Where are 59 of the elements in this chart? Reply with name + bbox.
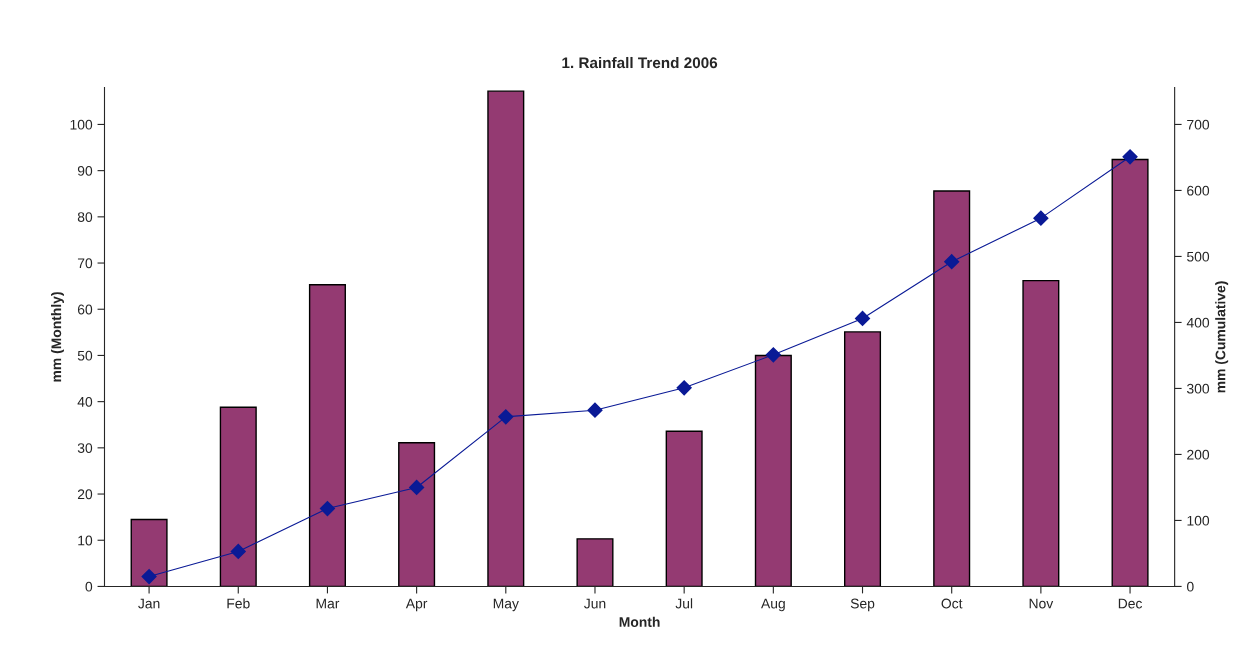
bar	[933, 190, 971, 587]
point	[1033, 210, 1049, 226]
x-axis-title: Month	[619, 616, 660, 627]
point	[765, 347, 781, 363]
chart-title: 1. Rainfall Trend 2006	[562, 56, 718, 69]
bar	[130, 518, 168, 587]
y-tick-label: 40	[77, 396, 93, 407]
bar	[1111, 158, 1149, 587]
bar	[398, 442, 436, 587]
y-tick-label: 50	[77, 350, 93, 361]
bar	[843, 331, 882, 587]
y2-tick-label: 400	[1186, 317, 1210, 328]
x-tick-label: Jul	[675, 598, 693, 609]
point	[409, 479, 425, 496]
y-tick-label: 100	[70, 119, 93, 130]
point	[319, 500, 336, 517]
x-tick-label: May	[493, 598, 519, 612]
x-tick-label: Dec	[1118, 598, 1143, 609]
y-tick-label: 10	[78, 535, 93, 546]
x-tick-label: Sep	[850, 598, 875, 612]
y2-tick-label: 700	[1187, 119, 1210, 130]
y2-tick-label: 200	[1187, 449, 1210, 460]
y-tick-label: 0	[85, 581, 93, 592]
bar	[754, 354, 792, 587]
y-axis-title: mm (Monthly)	[51, 292, 64, 382]
x-tick-label: Apr	[405, 598, 428, 612]
x-tick-label: Aug	[761, 598, 785, 612]
point	[944, 254, 960, 270]
y2-tick-label: 100	[1187, 515, 1210, 526]
point	[141, 568, 157, 585]
y-tick-label: 60	[77, 304, 93, 315]
y2-axis-title: mm (Cumulative)	[1215, 281, 1229, 393]
bar	[308, 284, 346, 587]
y-tick-label: 70	[77, 258, 93, 269]
y-tick-label: 90	[77, 165, 93, 176]
point	[676, 380, 692, 396]
x-tick-label: Oct	[941, 598, 963, 609]
bar	[219, 406, 257, 587]
x-tick-label: Feb	[227, 598, 250, 609]
y2-tick-label: 300	[1186, 383, 1210, 394]
y2-tick-label: 0	[1187, 581, 1194, 592]
point	[230, 543, 246, 560]
x-tick-label: Jan	[138, 598, 160, 609]
point	[1122, 149, 1138, 165]
y-tick-label: 30	[77, 443, 93, 454]
x-tick-label: Mar	[316, 598, 340, 609]
y2-tick-label: 500	[1187, 251, 1210, 262]
point	[854, 310, 871, 327]
y2-tick-label: 600	[1187, 185, 1210, 196]
point	[587, 402, 603, 418]
bar	[576, 538, 614, 587]
bar	[665, 430, 703, 587]
x-tick-label: Nov	[1029, 598, 1054, 609]
y-tick-label: 80	[77, 212, 93, 223]
x-tick-label: Jun	[584, 598, 606, 609]
point	[498, 409, 514, 425]
bar	[487, 90, 525, 587]
y-tick-label: 20	[77, 489, 93, 500]
bar	[1022, 279, 1060, 587]
